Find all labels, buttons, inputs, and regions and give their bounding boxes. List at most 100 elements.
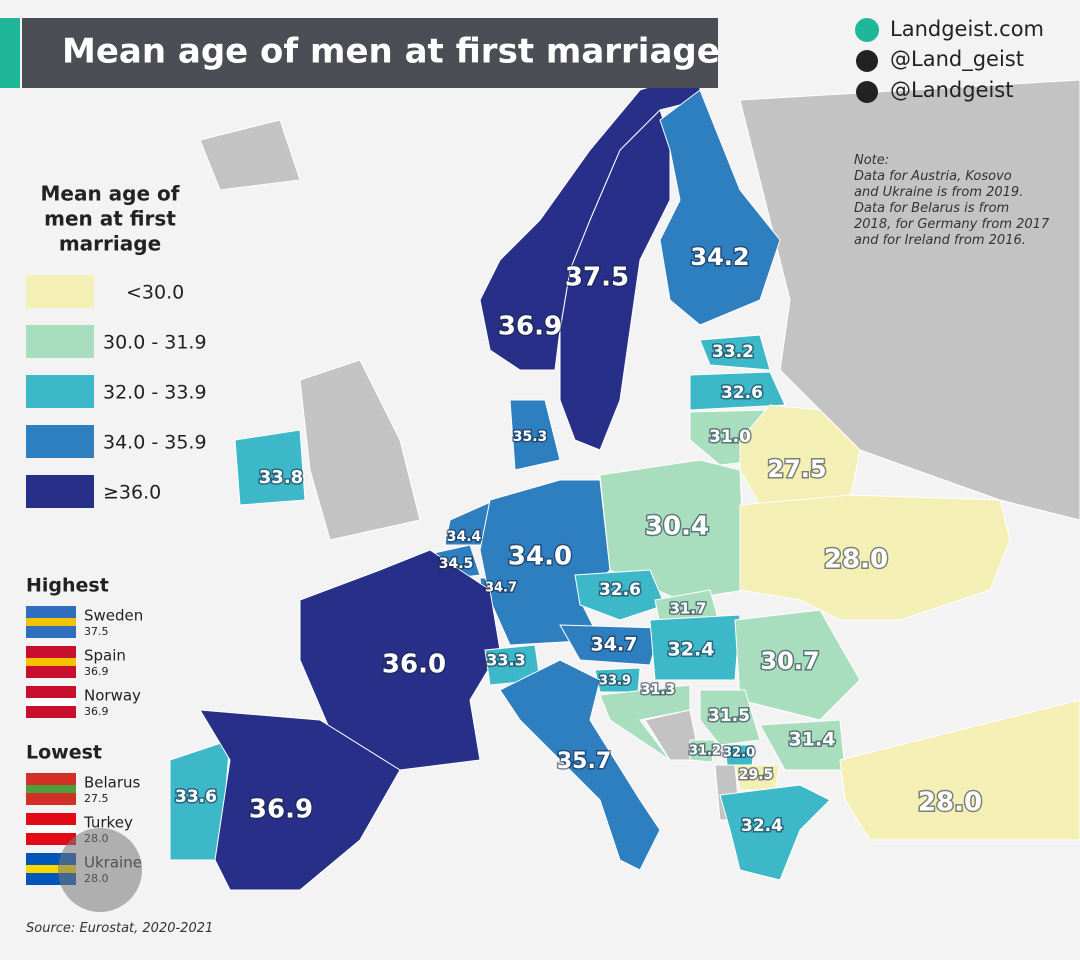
country [479,69,701,371]
legend-title: men at first [44,207,176,231]
country [479,479,611,646]
legend-label: <30.0 [126,282,184,304]
country [839,699,1080,841]
country [574,569,666,621]
country [734,609,861,721]
note-line: Note: [854,153,889,168]
country [689,739,716,763]
flag-stripe [26,658,76,666]
rank-title: Highest [26,575,109,597]
rank-name: Belarus [84,774,141,792]
country [719,784,831,881]
flag-stripe [26,618,76,626]
web-icon [855,18,879,42]
flag-stripe [26,825,76,833]
legend-label: 30.0 - 31.9 [103,332,207,354]
rank-name: Sweden [84,607,143,625]
legend-label: 34.0 - 35.9 [103,432,207,454]
country-label: 36.0 [382,650,446,680]
country-label: 31.0 [709,427,751,447]
country-label: 27.5 [767,455,826,483]
country-label: 31.4 [789,729,836,751]
country-label: 36.9 [249,795,313,825]
country-label: 32.4 [668,639,715,661]
flag-stripe [26,785,76,793]
legend-label: 32.0 - 33.9 [103,382,207,404]
legend-swatch [26,475,94,508]
country-label: 36.9 [498,312,562,342]
legend-swatch [26,375,94,408]
legend-label: ≥36.0 [103,482,161,504]
title-box [22,18,718,88]
overlay-icon [58,828,142,912]
country-label: 33.2 [712,342,754,362]
country [299,549,501,771]
country-label: 35.3 [513,429,548,445]
country-label: 34.2 [690,243,749,271]
social: @Land_geist [890,47,1024,72]
country-label: 31.2 [689,744,721,759]
title-accent [0,18,20,88]
country-label: 34.7 [485,581,517,596]
country-label: 33.9 [599,674,631,689]
country-label: 33.8 [259,467,303,488]
rank-name: Spain [84,647,126,665]
country-label: 34.4 [447,529,482,545]
country-label: 37.5 [565,263,629,293]
country [659,89,781,326]
social: @Landgeist [890,78,1013,102]
country [739,494,1011,621]
social: Landgeist.com [890,17,1044,41]
land [299,359,421,541]
country [559,624,661,666]
country [499,659,661,871]
country-label: 29.5 [739,767,774,783]
legend-title: marriage [59,232,161,256]
twitter-icon [856,81,878,103]
country-label: 34.7 [591,634,638,656]
legend-swatch [26,425,94,458]
country-label: 31.5 [708,706,750,726]
legend-title: Mean age of [41,182,180,206]
title: Mean age of men at first marriage [62,32,720,72]
country-label: 30.4 [645,512,709,542]
country-label: 32.0 [723,746,755,761]
rank-value: 36.9 [84,705,109,718]
country [739,404,861,506]
note-line: Data for Austria, Kosovo [854,169,1012,184]
country-label: 33.6 [175,787,217,807]
rank-name: Norway [84,687,141,705]
country-label: 34.0 [508,542,572,572]
instagram-icon [856,50,878,72]
country-label: 28.0 [824,545,888,575]
legend-swatch [26,275,94,308]
land [199,119,301,191]
country [199,709,401,891]
country [509,399,561,471]
note-line: Data for Belarus is from [854,201,1009,216]
country-label: 35.7 [557,749,611,774]
flag-stripe [26,698,76,706]
country [559,109,671,451]
rank-value: 37.5 [84,625,109,638]
country [689,371,786,411]
country-label: 32.6 [721,383,763,403]
country-label: 31.7 [669,600,706,618]
country [649,614,741,681]
country [699,334,771,371]
country-label: 30.7 [760,647,819,675]
note-line: and for Ireland from 2016. [854,233,1026,248]
country-label: 31.3 [641,682,676,698]
country [599,684,691,761]
country [234,429,306,506]
note-line: 2018, for Germany from 2017 [854,217,1050,232]
country-label: 32.4 [741,816,783,836]
labels: 37.536.934.233.232.631.027.535.333.834.4… [174,242,984,838]
countries [169,69,1080,891]
flag-stripe [26,865,76,873]
country-label: 28.0 [918,788,982,818]
rank-title: Lowest [26,742,102,764]
